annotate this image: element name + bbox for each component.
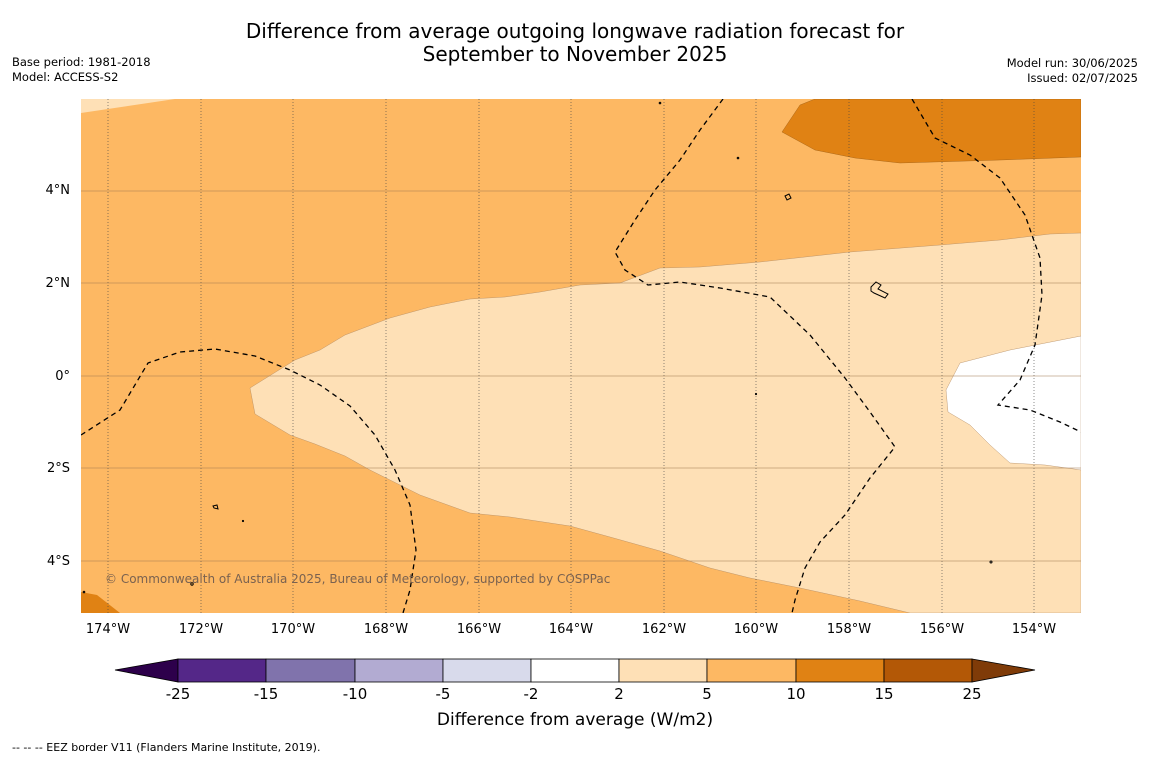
model-run: Model run: 30/06/2025: [1006, 56, 1138, 70]
lat-label-2n: 2°N: [45, 276, 71, 291]
colorbar-tick-15: 15: [874, 685, 894, 703]
colorbar-tick-2: 2: [614, 685, 624, 703]
colorbar: [114, 658, 1036, 683]
eez-footnote: -- -- -- EEZ border V11 (Flanders Marine…: [12, 741, 321, 754]
lat-label-4s: 4°S: [46, 554, 70, 569]
lat-label-0: 0°: [55, 369, 70, 384]
region-2-5-top-left: [81, 99, 175, 113]
model-name: Model: ACCESS-S2: [12, 70, 119, 84]
lon-label-154w: 154°W: [1011, 622, 1057, 637]
copyright-notice: © Commonwealth of Australia 2025, Bureau…: [105, 572, 611, 586]
colorbar-tick-25: 25: [962, 685, 982, 703]
lon-label-172w: 172°W: [178, 622, 224, 637]
colorbar-tick-5: 5: [702, 685, 712, 703]
colorbar-tick-m10: -10: [342, 685, 368, 703]
eez-borders: [81, 99, 1081, 613]
colorbar-m15-m10: [265, 658, 356, 683]
lon-label-160w: 160°W: [733, 622, 779, 637]
colorbar-tick-m5: -5: [435, 685, 451, 703]
meta-left: Base period: 1981-2018 Model: ACCESS-S2: [12, 55, 151, 85]
lon-label-166w: 166°W: [456, 622, 502, 637]
title-line-1: Difference from average outgoing longwav…: [245, 19, 905, 43]
meta-right: Model run: 30/06/2025 Issued: 02/07/2025: [1007, 56, 1138, 86]
colorbar-m2-2: [530, 658, 620, 683]
lat-label-2s: 2°S: [46, 461, 70, 476]
colorbar-m10-m5: [354, 658, 444, 683]
lon-label-158w: 158°W: [826, 622, 872, 637]
colorbar-tick-m2: -2: [523, 685, 539, 703]
region-2-5-main: [249, 232, 1081, 613]
map-panel: [81, 99, 1081, 613]
colorbar-below-min: [114, 658, 179, 683]
lon-label-168w: 168°W: [363, 622, 409, 637]
colorbar-tick-m25: -25: [165, 685, 191, 703]
latitude-lines: [81, 190, 1081, 562]
colorbar-above-max: [971, 658, 1036, 683]
issued-date: Issued: 02/07/2025: [1027, 71, 1138, 85]
map-title: Difference from average outgoing longwav…: [0, 20, 1150, 66]
lon-label-164w: 164°W: [548, 622, 594, 637]
region-neutral-right: [945, 335, 1081, 471]
lat-label-4n: 4°N: [45, 183, 71, 198]
lon-label-174w: 174°W: [85, 622, 131, 637]
lon-label-170w: 170°W: [270, 622, 316, 637]
lon-label-162w: 162°W: [641, 622, 687, 637]
base-period: Base period: 1981-2018: [12, 55, 151, 69]
colorbar-5-10: [706, 658, 797, 683]
lon-label-156w: 156°W: [919, 622, 965, 637]
colorbar-m5-m2: [442, 658, 532, 683]
colorbar-label: Difference from average (W/m2): [436, 710, 714, 730]
colorbar-15-25: [883, 658, 973, 683]
colorbar-tick-m15: -15: [253, 685, 279, 703]
colorbar-tick-10: 10: [786, 685, 806, 703]
islands: [82, 101, 993, 594]
colorbar-m25-m15: [177, 658, 267, 683]
colorbar-10-15: [795, 658, 885, 683]
region-10-15-bottom-left: [81, 592, 120, 613]
title-line-2: September to November 2025: [422, 42, 728, 66]
colorbar-2-5: [618, 658, 708, 683]
